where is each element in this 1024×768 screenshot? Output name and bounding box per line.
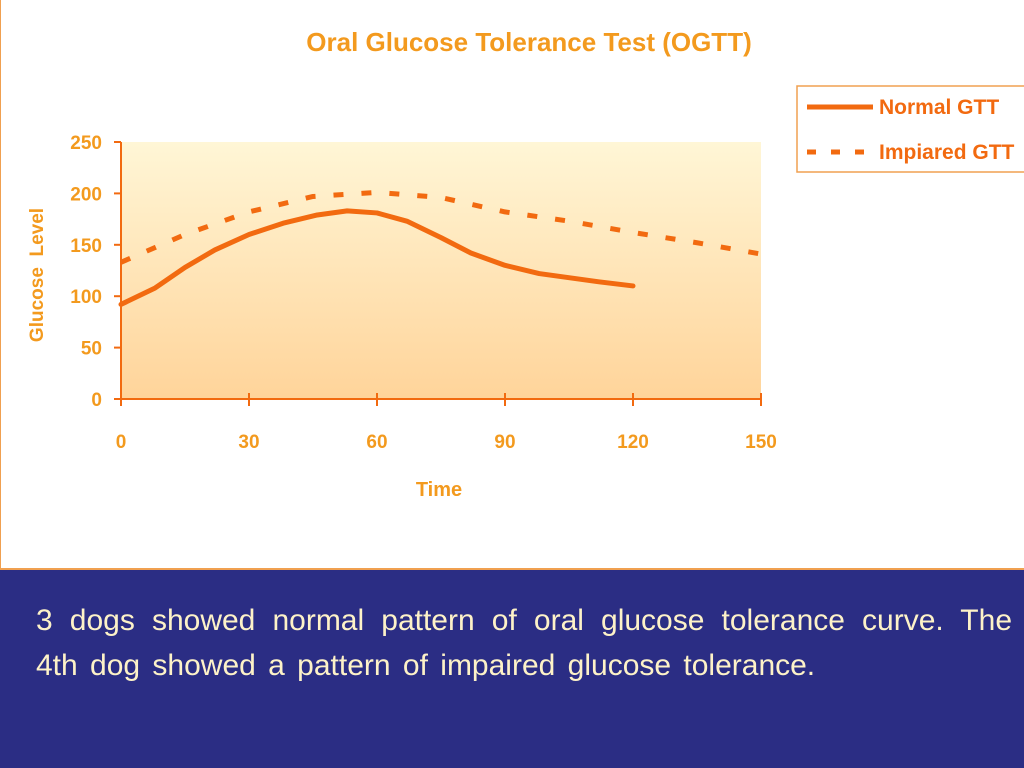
x-tick-label: 90 — [494, 432, 515, 453]
legend-label: Normal GTT — [879, 96, 999, 119]
chart-panel: Oral Glucose Tolerance Test (OGTT) 0 50 10… — [0, 0, 1024, 570]
legend: Normal GTT Impiared GTT — [796, 85, 1024, 173]
chart-title: Oral Glucose Tolerance Test (OGTT) — [306, 27, 751, 57]
y-tick-label: 250 — [70, 133, 102, 154]
ogtt-chart: Oral Glucose Tolerance Test (OGTT) 0 50 10… — [27, 27, 1024, 501]
x-tick-label: 60 — [366, 432, 387, 453]
impaired-gtt-line — [120, 189, 762, 265]
x-tick-label: 120 — [617, 432, 649, 453]
caption-band: 3 dogs showed normal pattern of oral glu… — [0, 570, 1024, 768]
x-tick-label: 0 — [116, 432, 127, 453]
y-tick-label: 0 — [91, 390, 102, 411]
x-tick-label: 150 — [745, 432, 777, 453]
plot-area — [121, 142, 761, 399]
y-tick-label: 100 — [70, 287, 102, 308]
axes: 0 50 100 150 200 250 0 30 60 90 120 150 — [70, 133, 777, 453]
x-tick-label: 30 — [238, 432, 259, 453]
y-tick-label: 200 — [70, 184, 102, 205]
series-lines — [118, 189, 762, 307]
x-axis-label: Time — [416, 479, 462, 501]
y-tick-label: 50 — [81, 339, 102, 360]
legend-label: Impiared GTT — [879, 141, 1015, 164]
normal-gtt-line — [118, 208, 636, 307]
legend-box — [796, 85, 1024, 173]
caption-text: 3 dogs showed normal pattern of oral glu… — [36, 604, 1012, 682]
y-axis-label: Glucose Level — [27, 208, 48, 342]
y-tick-label: 150 — [70, 236, 102, 257]
